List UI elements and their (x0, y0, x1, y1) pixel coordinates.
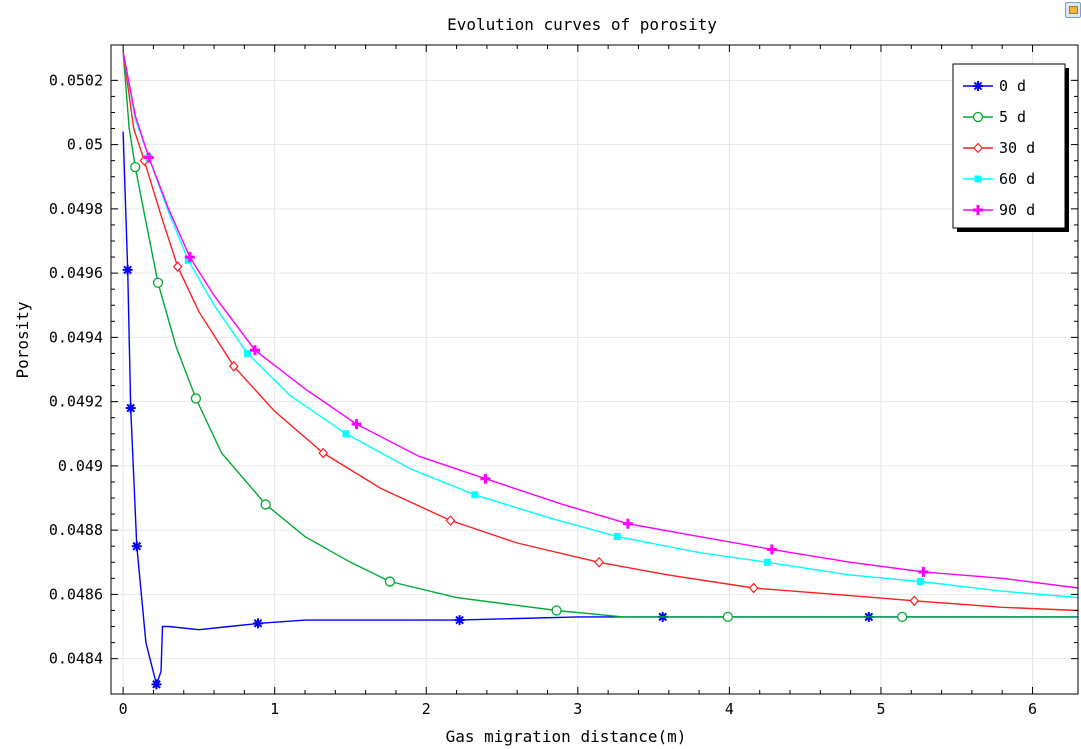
series-1 (122, 51, 1078, 623)
y-tick-label: 0.0496 (49, 264, 103, 282)
data-point-marker (622, 518, 633, 529)
x-axis-label: Gas migration distance(m) (446, 727, 687, 746)
x-tick-label: 1 (270, 700, 279, 718)
legend-swatch-marker (973, 142, 983, 154)
data-point-marker (916, 578, 924, 586)
data-point-marker (384, 576, 396, 587)
legend-label: 90 d (999, 201, 1035, 219)
data-point-marker (318, 447, 328, 459)
data-point-marker (594, 556, 604, 568)
y-axis-label: Porosity (13, 301, 32, 378)
series-line (122, 51, 1079, 612)
y-tick-label: 0.049 (58, 457, 103, 475)
legend-entry: 60 d (963, 170, 1035, 188)
data-point-marker (190, 393, 202, 404)
data-point-marker (351, 419, 362, 430)
data-point-marker (551, 605, 562, 616)
data-point-marker (748, 582, 759, 594)
data-point-marker (471, 491, 479, 499)
x-tick-label: 6 (1028, 700, 1037, 718)
data-point-marker (897, 611, 908, 623)
data-point-marker (122, 264, 133, 275)
data-point-marker (243, 349, 251, 357)
y-tick-label: 0.0488 (49, 521, 103, 539)
data-point-marker (722, 611, 734, 623)
legend-swatch-marker (974, 175, 982, 183)
x-tick-label: 4 (725, 700, 734, 718)
grid (111, 45, 1078, 694)
legend-entry: 0 d (963, 77, 1026, 95)
data-point-marker (909, 595, 920, 607)
data-point-marker (763, 558, 771, 566)
data-point-marker (152, 277, 164, 288)
y-tick-label: 0.0494 (49, 328, 103, 346)
y-tick-label: 0.05 (67, 136, 103, 154)
legend-swatch-marker (973, 205, 983, 215)
legend-entry: 30 d (963, 139, 1035, 157)
data-point-marker (253, 618, 264, 629)
legend-label: 5 d (999, 108, 1026, 126)
series-line (122, 51, 1079, 589)
data-point-marker (445, 515, 456, 526)
x-tick-label: 0 (119, 700, 128, 718)
legend-swatch-marker (972, 111, 984, 123)
data-point-marker (125, 403, 136, 414)
data-point-marker (228, 360, 239, 372)
y-tick-label: 0.0502 (49, 71, 103, 89)
legend-entry: 90 d (963, 201, 1035, 219)
series-4 (122, 51, 1079, 589)
x-tick-label: 3 (573, 700, 582, 718)
data-point-marker (143, 152, 154, 163)
plot-area (111, 45, 1078, 694)
data-point-marker (249, 345, 260, 356)
y-tick-label: 0.0498 (49, 200, 103, 218)
data-point-marker (342, 430, 350, 438)
legend-entry: 5 d (963, 108, 1026, 126)
legend-label: 0 d (999, 77, 1026, 95)
data-point-marker (131, 541, 142, 552)
legend-label: 30 d (999, 139, 1035, 157)
data-point-marker (613, 533, 621, 541)
data-point-marker (130, 161, 141, 173)
data-point-marker (454, 615, 465, 626)
y-tick-label: 0.0484 (49, 650, 103, 668)
x-tick-label: 2 (422, 700, 431, 718)
data-point-marker (151, 679, 162, 690)
legend-label: 60 d (999, 170, 1035, 188)
legend: 0 d 5 d 30 d 60 d 90 d (952, 63, 1069, 232)
y-tick-label: 0.0492 (49, 393, 103, 411)
data-point-marker (766, 544, 777, 555)
series-layer (122, 51, 1079, 690)
legend-swatch-marker (973, 81, 983, 91)
series-line (122, 51, 1079, 599)
data-point-marker (480, 473, 491, 484)
data-point-marker (184, 252, 195, 263)
x-tick-label: 5 (876, 700, 885, 718)
legend-box (952, 63, 1066, 229)
chart-title: Evolution curves of porosity (447, 15, 717, 34)
data-point-marker (918, 566, 929, 577)
data-point-marker (260, 499, 271, 510)
data-point-marker (172, 261, 183, 273)
data-point-marker (184, 256, 192, 264)
axis-ticks: 0 1 2 3 4 5 6 0.0484 0.0486 0.0488 0.049 0.0492 0.04… (49, 45, 1078, 718)
y-tick-label: 0.0486 (49, 585, 103, 603)
window-icon[interactable] (1065, 2, 1081, 18)
